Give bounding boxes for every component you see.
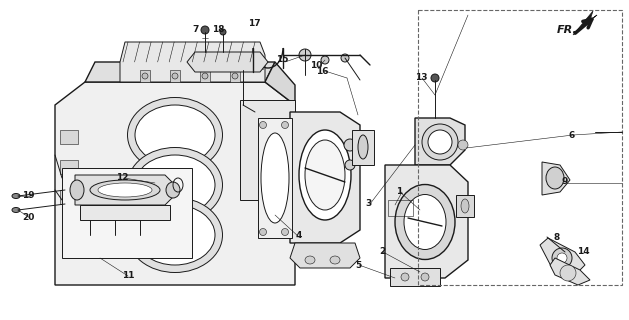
Ellipse shape <box>260 228 267 236</box>
Polygon shape <box>258 118 292 238</box>
Text: 11: 11 <box>122 270 134 279</box>
Bar <box>80 205 170 220</box>
Bar <box>230 70 240 82</box>
Ellipse shape <box>546 167 564 189</box>
Polygon shape <box>85 62 275 82</box>
Bar <box>390 268 440 286</box>
Text: 4: 4 <box>296 231 302 241</box>
Ellipse shape <box>305 140 345 210</box>
Ellipse shape <box>128 197 223 273</box>
Ellipse shape <box>299 49 311 61</box>
Bar <box>60 130 78 144</box>
Ellipse shape <box>135 205 215 265</box>
Text: 18: 18 <box>212 26 225 35</box>
Bar <box>352 130 374 165</box>
Ellipse shape <box>70 180 84 200</box>
Ellipse shape <box>135 155 215 215</box>
Ellipse shape <box>428 130 452 154</box>
Ellipse shape <box>282 122 289 129</box>
Polygon shape <box>385 165 468 278</box>
Ellipse shape <box>401 273 409 281</box>
Ellipse shape <box>12 194 20 198</box>
Bar <box>388 200 413 216</box>
Polygon shape <box>540 238 585 275</box>
Bar <box>62 168 192 258</box>
Text: 1: 1 <box>396 188 402 196</box>
Polygon shape <box>75 175 175 205</box>
Ellipse shape <box>232 73 238 79</box>
Text: FR.: FR. <box>557 25 578 35</box>
Text: 20: 20 <box>22 213 34 222</box>
Bar <box>418 10 622 285</box>
Ellipse shape <box>431 74 439 82</box>
Ellipse shape <box>305 256 315 264</box>
Polygon shape <box>55 82 295 285</box>
Polygon shape <box>290 112 360 243</box>
Ellipse shape <box>98 183 152 197</box>
Ellipse shape <box>128 98 223 172</box>
Ellipse shape <box>166 182 180 198</box>
Ellipse shape <box>345 160 355 170</box>
Text: 16: 16 <box>316 67 328 76</box>
Text: 14: 14 <box>577 247 589 257</box>
Text: 17: 17 <box>248 19 260 28</box>
Polygon shape <box>240 100 295 200</box>
Ellipse shape <box>358 135 368 159</box>
Text: 15: 15 <box>276 55 288 65</box>
Ellipse shape <box>557 253 567 263</box>
Ellipse shape <box>458 140 468 150</box>
Ellipse shape <box>90 180 160 200</box>
Polygon shape <box>290 243 360 268</box>
Ellipse shape <box>404 195 446 250</box>
Bar <box>170 70 180 82</box>
Ellipse shape <box>128 148 223 222</box>
Ellipse shape <box>344 139 356 151</box>
Text: 3: 3 <box>366 198 372 207</box>
Polygon shape <box>120 42 265 82</box>
Ellipse shape <box>395 185 455 260</box>
Text: 6: 6 <box>569 131 575 140</box>
Ellipse shape <box>421 273 429 281</box>
Polygon shape <box>550 258 590 285</box>
Ellipse shape <box>172 73 178 79</box>
Ellipse shape <box>299 130 351 220</box>
Text: 2: 2 <box>379 246 385 255</box>
Bar <box>456 195 474 217</box>
Text: 12: 12 <box>116 173 128 182</box>
Polygon shape <box>187 52 268 72</box>
Text: 8: 8 <box>554 233 560 242</box>
Polygon shape <box>415 118 465 165</box>
Polygon shape <box>265 62 295 105</box>
Text: 19: 19 <box>21 191 35 201</box>
Ellipse shape <box>135 105 215 165</box>
Ellipse shape <box>201 26 209 34</box>
Text: 9: 9 <box>562 178 568 187</box>
Ellipse shape <box>12 207 20 212</box>
Text: 5: 5 <box>355 260 361 269</box>
Bar <box>200 70 210 82</box>
Ellipse shape <box>422 124 458 160</box>
Ellipse shape <box>461 199 469 213</box>
Ellipse shape <box>552 248 572 268</box>
Ellipse shape <box>261 133 289 223</box>
Bar <box>60 160 78 174</box>
Ellipse shape <box>260 122 267 129</box>
Ellipse shape <box>282 228 289 236</box>
Polygon shape <box>542 162 570 195</box>
Bar <box>60 190 78 204</box>
Bar <box>140 70 150 82</box>
Ellipse shape <box>330 256 340 264</box>
Ellipse shape <box>202 73 208 79</box>
Ellipse shape <box>341 54 349 62</box>
Text: 13: 13 <box>415 73 427 82</box>
Ellipse shape <box>220 29 226 35</box>
Ellipse shape <box>142 73 148 79</box>
Polygon shape <box>573 11 597 35</box>
Ellipse shape <box>560 265 576 281</box>
Text: 10: 10 <box>310 60 322 69</box>
Ellipse shape <box>321 56 329 64</box>
Text: 7: 7 <box>193 26 199 35</box>
